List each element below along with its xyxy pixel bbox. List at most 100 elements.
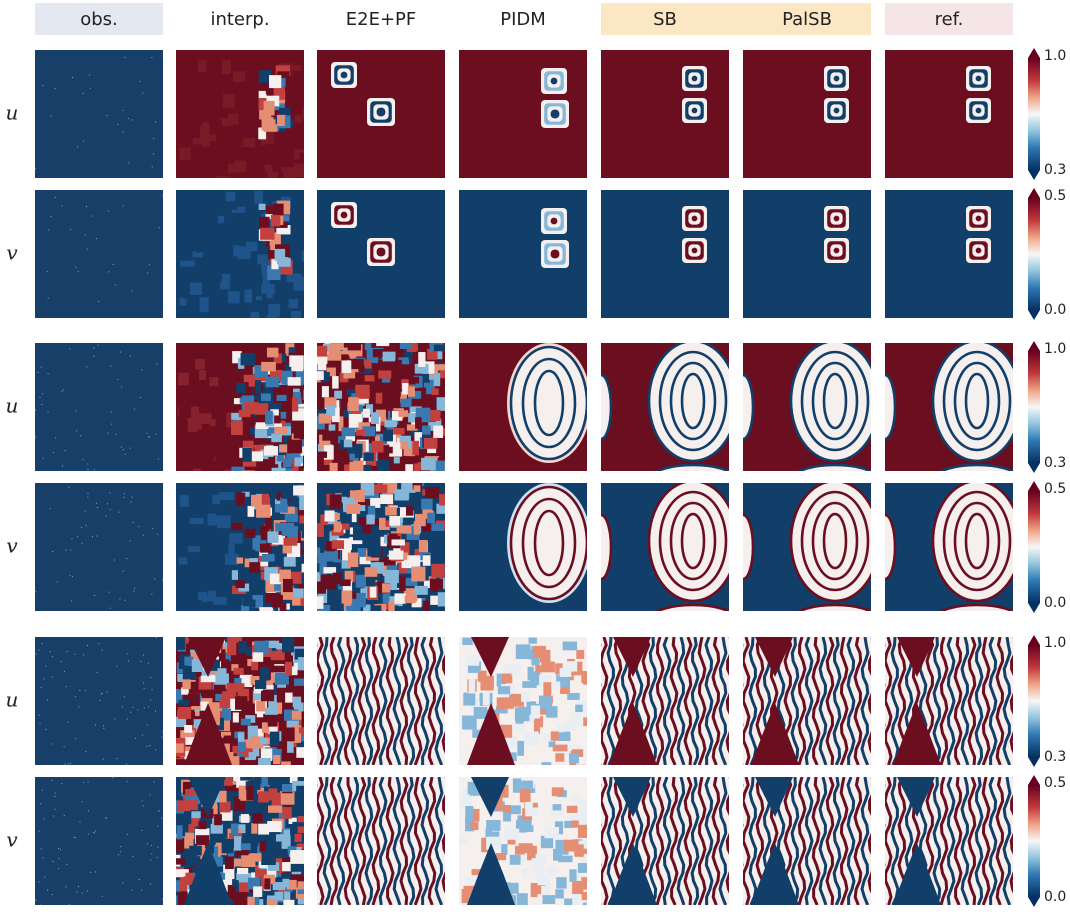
patch xyxy=(258,757,271,765)
patch xyxy=(565,661,578,672)
patch xyxy=(578,810,587,825)
stripe xyxy=(686,378,700,424)
patch xyxy=(301,523,304,539)
patch xyxy=(85,751,87,753)
patch xyxy=(349,358,364,370)
patch xyxy=(388,550,404,560)
patch xyxy=(262,381,273,395)
patch xyxy=(193,468,201,471)
patch xyxy=(388,601,395,611)
patch xyxy=(349,490,362,504)
patch xyxy=(253,687,268,700)
image-panel xyxy=(459,637,587,765)
patch xyxy=(207,590,216,599)
patch xyxy=(510,693,524,707)
patch xyxy=(95,724,97,726)
patch xyxy=(555,889,564,899)
patch xyxy=(235,696,248,710)
column-header: PalSB xyxy=(782,9,832,30)
stripe xyxy=(664,496,722,586)
patch xyxy=(198,592,207,603)
stripe xyxy=(964,372,990,430)
ring xyxy=(340,71,348,79)
patch xyxy=(191,812,200,827)
patch xyxy=(341,427,356,437)
patch xyxy=(158,810,160,812)
patch xyxy=(296,745,304,758)
patch xyxy=(248,752,257,760)
stripe xyxy=(743,373,755,441)
stripe xyxy=(647,343,729,463)
patch xyxy=(184,656,194,666)
patch xyxy=(131,889,133,891)
patch xyxy=(182,679,191,690)
stripe xyxy=(1002,777,1012,905)
patch xyxy=(282,400,298,412)
patch xyxy=(188,856,201,867)
patch xyxy=(465,817,475,832)
patch xyxy=(209,377,219,387)
stripe xyxy=(743,637,751,765)
patch xyxy=(358,516,366,525)
patch xyxy=(45,728,47,730)
patch xyxy=(71,538,73,540)
patch xyxy=(75,410,77,412)
patch xyxy=(404,347,413,362)
patch xyxy=(131,119,133,121)
stripe xyxy=(704,637,714,765)
patch xyxy=(413,485,421,492)
patch xyxy=(183,637,191,644)
patch xyxy=(270,651,284,658)
stripe xyxy=(1009,637,1013,754)
patch xyxy=(564,820,573,828)
patch xyxy=(317,604,331,611)
patch xyxy=(497,686,511,695)
patch xyxy=(290,874,304,885)
patch xyxy=(240,688,250,702)
patch xyxy=(222,94,235,109)
stripe xyxy=(669,469,717,471)
stripe xyxy=(825,637,835,765)
patch xyxy=(376,459,390,471)
patch xyxy=(178,822,190,837)
blob xyxy=(755,777,793,817)
patch xyxy=(389,515,401,526)
stripe xyxy=(931,483,1013,603)
blob xyxy=(755,637,793,677)
patch xyxy=(96,502,98,504)
patch xyxy=(439,366,445,379)
patch xyxy=(94,871,96,873)
patch xyxy=(246,646,255,657)
patch xyxy=(261,284,275,294)
stripe xyxy=(413,637,423,765)
stripe xyxy=(988,777,998,905)
patch xyxy=(287,439,303,454)
patch xyxy=(301,251,304,262)
patch xyxy=(572,880,584,895)
patch xyxy=(84,234,86,236)
patch xyxy=(258,791,269,803)
patch xyxy=(155,710,157,712)
patch xyxy=(126,763,128,765)
patch xyxy=(535,665,543,673)
image-panel xyxy=(176,50,304,178)
patch xyxy=(346,389,360,396)
patch xyxy=(375,392,383,404)
patch xyxy=(297,507,304,516)
patch xyxy=(207,363,220,375)
patch xyxy=(45,665,47,667)
patch xyxy=(233,260,246,268)
patch xyxy=(576,649,585,659)
column-header: interp. xyxy=(210,9,269,30)
patch xyxy=(363,574,376,587)
ring xyxy=(550,217,558,225)
patch xyxy=(436,397,445,411)
patch xyxy=(230,136,244,146)
patch xyxy=(71,600,73,602)
patch xyxy=(225,856,234,870)
patch xyxy=(64,450,66,452)
patch xyxy=(414,432,422,447)
patch xyxy=(356,429,366,436)
patch xyxy=(179,297,187,306)
patch xyxy=(178,522,190,533)
